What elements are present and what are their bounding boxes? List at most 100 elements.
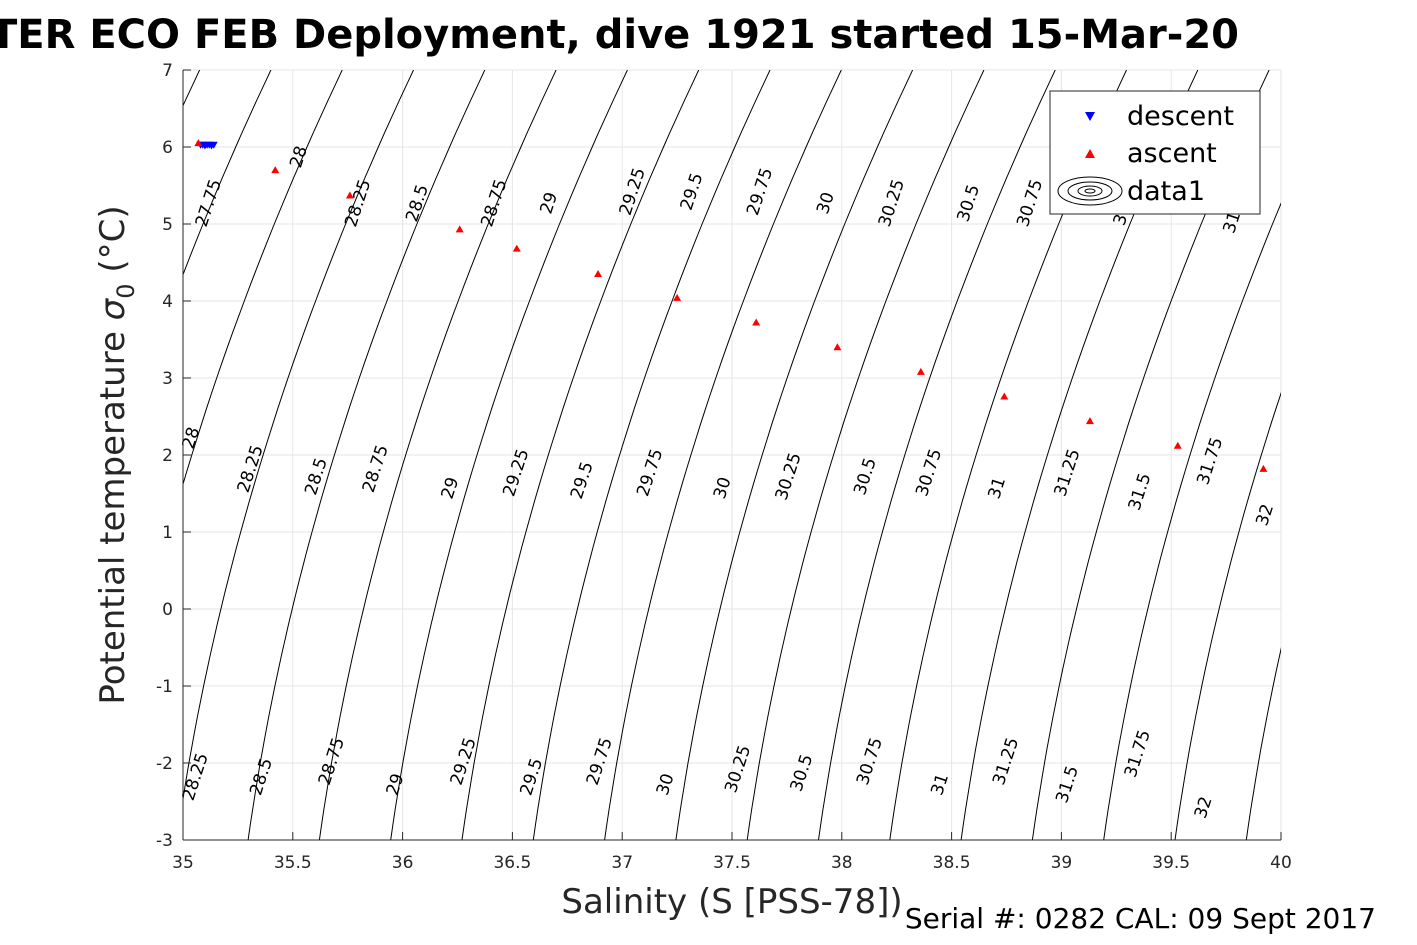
density-contour-line (1387, 70, 1417, 855)
contour-label: 32 (1191, 794, 1217, 821)
contour-label: 30.25 (875, 177, 909, 229)
contour-label: 29.25 (447, 735, 481, 787)
x-tick-label: 35 (172, 853, 194, 873)
contour-label: 29.75 (633, 446, 667, 498)
y-axis-label: Potential temperature σ0 (°C) (93, 205, 140, 704)
y-tick-label: 7 (162, 61, 173, 81)
contour-label: 29.5 (677, 171, 708, 213)
contour-label: 28.25 (179, 751, 213, 803)
x-tick-label: 35.5 (274, 853, 312, 873)
data-series (194, 139, 1268, 472)
ascent-point (752, 318, 761, 326)
contour-label: 29.25 (499, 447, 533, 499)
density-contour-line (675, 70, 914, 840)
contour-label: 31 (984, 475, 1010, 502)
ascent-point (1085, 417, 1094, 425)
density-contour-line (746, 70, 985, 840)
contour-label: 29 (536, 190, 562, 217)
contour-label: 30.75 (853, 735, 887, 787)
ascent-point (594, 270, 603, 278)
density-contours (0, 70, 1417, 855)
density-contour-line (390, 70, 628, 840)
contour-label: 32 (1252, 502, 1278, 529)
x-axis-label: Salinity (S [PSS-78]) (561, 882, 902, 922)
density-contour-line (1103, 202, 1281, 840)
density-contour-line (183, 70, 414, 803)
contour-label: 28.5 (402, 182, 433, 224)
x-tick-label: 39.5 (1152, 853, 1190, 873)
contour-label: 31 (927, 771, 953, 798)
y-tick-label: 3 (162, 369, 173, 389)
legend-box (1049, 90, 1261, 215)
density-contour-line (247, 70, 486, 840)
descent-marker (1085, 112, 1095, 121)
x-tick-label: 38 (831, 853, 853, 873)
contour-legend-icon (1057, 176, 1123, 206)
ascent-point (512, 244, 521, 252)
ascent-point (455, 225, 464, 233)
y-tick-label: -2 (156, 754, 173, 774)
legend-data1: data1 (1127, 176, 1205, 207)
x-tick-label: 38.5 (933, 853, 971, 873)
contour-label: 30.25 (721, 743, 755, 795)
contour-label: 31.75 (1193, 435, 1227, 487)
contour-label: 28.25 (234, 443, 268, 495)
contour-label: 31.5 (1052, 763, 1083, 805)
descent-point (209, 141, 218, 149)
contour-label: 30.5 (850, 455, 881, 497)
x-tick-label: 37.5 (713, 853, 751, 873)
y-tick-label: 6 (162, 138, 173, 158)
contour-label: 29 (438, 475, 464, 502)
x-tick-label: 36 (392, 853, 414, 873)
ascent-point (271, 166, 280, 174)
contour-label: 28 (286, 144, 312, 171)
ascent-marker (1085, 149, 1095, 158)
legend-ascent: ascent (1127, 138, 1217, 169)
density-contour-line (1245, 646, 1281, 840)
contour-label: 29 (383, 771, 409, 798)
contour-label: 28.5 (301, 455, 332, 497)
density-contour-line (817, 70, 1056, 840)
contour-label: 28.25 (341, 177, 375, 229)
contour-label: 31.25 (1051, 447, 1085, 499)
contour-label: 30.5 (953, 182, 984, 224)
y-tick-label: -1 (156, 677, 173, 697)
x-tick-label: 36.5 (493, 853, 531, 873)
contour-label: 30.5 (787, 752, 818, 794)
density-contour-line (461, 70, 700, 840)
density-contour-line (183, 70, 343, 486)
density-contour-line (532, 70, 771, 840)
ascent-point (1000, 392, 1009, 400)
density-contour-line (0, 70, 57, 855)
contour-label: 27.75 (192, 177, 226, 229)
y-tick-label: 5 (162, 215, 173, 235)
ascent-point (1259, 464, 1268, 472)
x-tick-label: 40 (1270, 853, 1292, 873)
contour-label: 31.25 (989, 735, 1023, 787)
density-contour-line (1316, 70, 1417, 855)
ascent-point (916, 367, 925, 375)
y-tick-label: 2 (162, 446, 173, 466)
axes: 35 35.5 36 36.5 37 37.5 38 38.5 39 39.5 40-3-2-101… (156, 61, 1292, 873)
contour-label: 29.5 (567, 459, 598, 501)
ascent-point (1173, 441, 1182, 449)
ascent-point (833, 343, 842, 351)
y-tick-label: 0 (162, 600, 173, 620)
contour-label: 29.75 (743, 165, 777, 217)
serial-calibration-footer: Serial #: 0282 CAL: 09 Sept 2017 (905, 902, 1376, 935)
ascent-point (194, 139, 203, 147)
contour-label: 30.75 (912, 446, 946, 498)
legend-descent: descent (1127, 101, 1234, 132)
density-contour-line (318, 70, 557, 840)
contour-label: 30.25 (772, 450, 806, 502)
density-contour-line (604, 70, 842, 840)
chart-title: TER ECO FEB Deployment, dive 1921 starte… (0, 12, 1239, 58)
contour-label: 28.5 (246, 756, 277, 798)
density-contour-line (1174, 391, 1281, 840)
y-tick-label: -3 (156, 831, 173, 851)
contour-label: 28.75 (315, 735, 349, 787)
density-contour-line (183, 70, 272, 277)
legend: descent ascent data1 (1049, 90, 1261, 215)
contour-label: 30.75 (1013, 177, 1047, 229)
